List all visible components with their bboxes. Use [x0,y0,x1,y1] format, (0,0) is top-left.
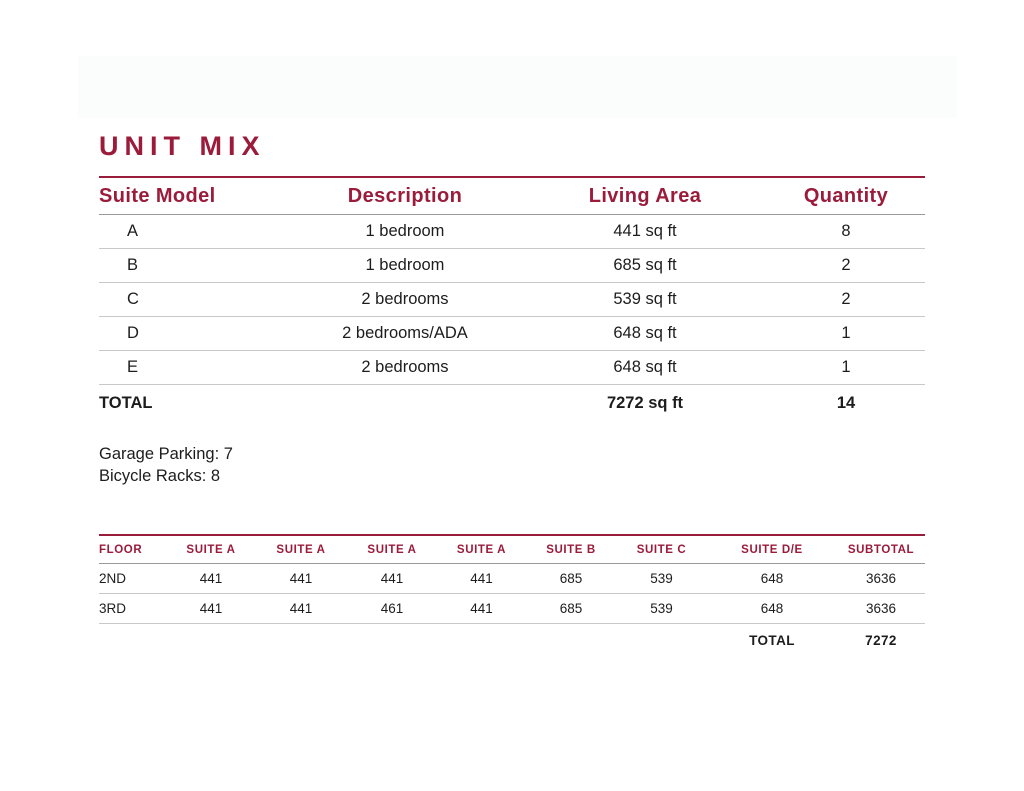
description-cell: 2 bedrooms/ADA [342,324,468,342]
suite-model-cell: C [127,290,139,308]
area-cell: 441 [380,571,404,586]
suite-model-cell: A [127,222,139,240]
table-row: C 2 bedrooms 539 sq ft 2 [99,283,925,317]
column-header-floor: FLOOR [99,543,143,556]
page-title: UNIT MIX [99,131,266,161]
column-header-subtotal: SUBTOTAL [847,543,915,556]
garage-parking-note: Garage Parking: 7 [99,445,233,463]
area-cell: 441 [470,601,493,616]
description-cell: 1 bedroom [365,256,445,274]
floor-table-header-row: FLOOR SUITE A SUITE A SUITE A SUITE A SU… [99,534,925,564]
quantity-cell: 2 [841,290,851,308]
quantity-cell: 1 [841,358,851,376]
unit-mix-table: Suite Model Description Living Area Quan… [99,176,925,422]
column-header-quantity: Quantity [803,184,889,207]
parking-notes: Garage Parking: 7 Bicycle Racks: 8 [99,443,925,487]
column-header-suite-model: Suite Model [99,184,216,207]
area-cell: 441 [289,571,313,586]
description-cell: 2 bedrooms [361,290,449,308]
suite-model-cell: E [127,358,139,376]
area-cell: 539 [650,601,673,616]
floor-cell: 3RD [99,601,127,616]
document-page: UNIT MIX Suite Model Description Living … [99,0,925,656]
living-area-cell: 648 sq ft [613,358,677,376]
description-cell: 2 bedrooms [361,358,449,376]
column-header-suite-a-3: SUITE A [367,543,417,556]
column-header-suite-b: SUITE B [546,543,596,556]
suite-model-cell: B [127,256,139,274]
quantity-cell: 2 [841,256,851,274]
table-row: 3RD 441 441 461 441 685 539 648 3636 [99,594,925,624]
area-cell: 441 [470,571,493,586]
area-cell: 648 [760,601,784,616]
page-header-band [78,56,957,118]
bicycle-racks-note: Bicycle Racks: 8 [99,467,221,485]
column-header-suite-a-4: SUITE A [456,543,507,556]
quantity-cell: 8 [841,222,851,240]
area-cell: 685 [559,601,583,616]
subtotal-cell: 3636 [865,601,897,616]
unit-mix-header-row: Suite Model Description Living Area Quan… [99,176,925,215]
living-area-cell: 685 sq ft [613,256,677,274]
subtotal-cell: 3636 [865,571,897,586]
column-header-suite-a-2: SUITE A [276,543,326,556]
living-area-cell: 441 sq ft [613,222,677,240]
living-area-cell: 539 sq ft [613,290,677,308]
area-cell: 685 [559,571,583,586]
total-living-area: 7272 sq ft [606,394,684,412]
column-header-suite-c: SUITE C [636,543,687,556]
table-row: 2ND 441 441 441 441 685 539 648 3636 [99,564,925,594]
column-header-suite-de: SUITE D/E [741,543,803,556]
column-header-suite-a-1: SUITE A [186,543,236,556]
floor-total-value: 7272 [865,632,897,648]
area-cell: 648 [760,571,784,586]
area-cell: 461 [380,601,404,616]
table-row: A 1 bedroom 441 sq ft 8 [99,215,925,249]
area-cell: 441 [199,571,223,586]
floor-cell: 2ND [99,571,127,586]
column-header-description: Description [347,184,463,207]
quantity-cell: 1 [841,324,851,342]
total-label: TOTAL [99,394,153,412]
total-quantity: 14 [836,394,856,412]
table-row: D 2 bedrooms/ADA 648 sq ft 1 [99,317,925,351]
unit-mix-total-row: TOTAL 7272 sq ft 14 [99,385,925,422]
floor-breakdown-table: FLOOR SUITE A SUITE A SUITE A SUITE A SU… [99,534,925,656]
column-header-living-area: Living Area [588,184,702,207]
area-cell: 441 [289,601,313,616]
floor-table-total-row: TOTAL 7272 [99,624,925,656]
floor-total-label: TOTAL [749,632,795,648]
table-row: E 2 bedrooms 648 sq ft 1 [99,351,925,385]
table-row: B 1 bedroom 685 sq ft 2 [99,249,925,283]
area-cell: 539 [650,571,673,586]
area-cell: 441 [199,601,223,616]
description-cell: 1 bedroom [365,222,445,240]
suite-model-cell: D [127,324,139,342]
living-area-cell: 648 sq ft [613,324,677,342]
